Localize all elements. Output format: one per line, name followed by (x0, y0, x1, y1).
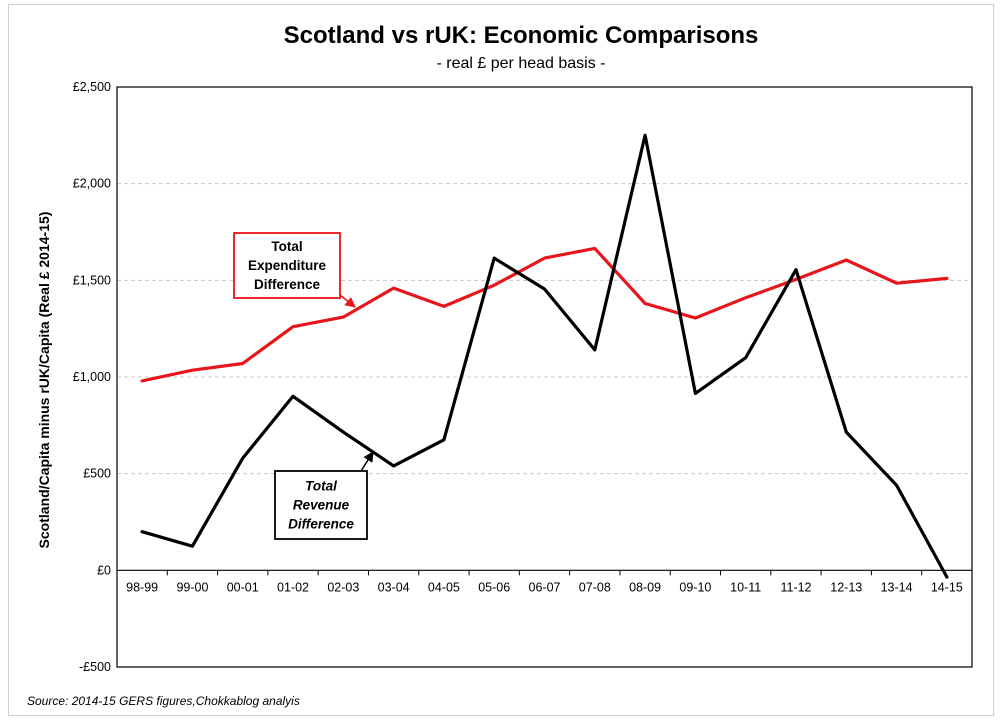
annotation-arrow (360, 451, 374, 472)
x-tick-label: 10-11 (730, 580, 761, 594)
x-tick-label: 98-99 (126, 580, 158, 594)
y-tick-label: £2,500 (73, 80, 111, 94)
source-note: Source: 2014-15 GERS figures,Chokkablog … (27, 694, 300, 708)
annotation-text: Difference (288, 517, 354, 532)
x-tick-label: 04-05 (428, 580, 460, 594)
annotations: Total Expenditure Difference Total Revenue Di… (233, 232, 374, 540)
x-tick-label: 14-15 (931, 580, 963, 594)
x-tick-label: 08-09 (629, 580, 661, 594)
chart-subtitle: - real £ per head basis - (437, 55, 606, 72)
chart-frame: Scotland vs rUK: Economic Comparisons - … (8, 4, 994, 716)
x-tick-label: 99-00 (176, 580, 208, 594)
x-tick-label: 03-04 (378, 580, 410, 594)
x-tick-label: 00-01 (227, 580, 259, 594)
x-tick-label: 12-13 (830, 580, 862, 594)
y-axis-ticks: -£500 £0 £500 £1,000 £1,500 £2,000 £2,500 (73, 80, 111, 674)
x-tick-label: 11-12 (780, 580, 811, 594)
x-tick-label: 05-06 (478, 580, 510, 594)
y-tick-label: £0 (97, 563, 111, 577)
x-tick-label: 02-03 (327, 580, 359, 594)
x-tick-label: 09-10 (679, 580, 711, 594)
gridlines (117, 183, 972, 475)
y-axis-label: Scotland/Capita minus rUK/Capita (Real £… (36, 212, 52, 549)
annotation-text: Revenue (293, 498, 350, 513)
x-tick-label: 06-07 (529, 580, 561, 594)
revenue-line (140, 133, 949, 579)
annotation-box (233, 232, 341, 299)
y-tick-label: £1,000 (73, 370, 111, 384)
annotation-text: Difference (254, 277, 321, 292)
annotation-arrow (339, 294, 356, 308)
y-tick-label: £500 (83, 467, 111, 481)
expenditure-line (140, 246, 949, 383)
annotation-text: Expenditure (248, 258, 327, 273)
chart-title: Scotland vs rUK: Economic Comparisons (284, 22, 759, 49)
x-tick-label: 01-02 (277, 580, 309, 594)
plot-area (116, 86, 973, 668)
annotation-text: Total (271, 239, 302, 254)
x-axis-ticks: 98-99 99-00 00-01 01-02 02-03 03-04 04-05 05-06… (116, 570, 973, 594)
y-tick-label: -£500 (79, 660, 111, 674)
y-tick-label: £2,000 (73, 177, 111, 191)
series-lines (140, 133, 949, 579)
annotation-text: Total (305, 479, 337, 494)
y-tick-label: £1,500 (73, 273, 111, 287)
x-tick-label: 13-14 (881, 580, 913, 594)
chart: Scotland vs rUK: Economic Comparisons - … (27, 22, 973, 708)
annotation-box (274, 470, 368, 540)
x-tick-label: 07-08 (579, 580, 611, 594)
expenditure-annotation: Total Expenditure Difference (233, 232, 356, 308)
revenue-annotation: Total Revenue Difference (274, 451, 374, 540)
